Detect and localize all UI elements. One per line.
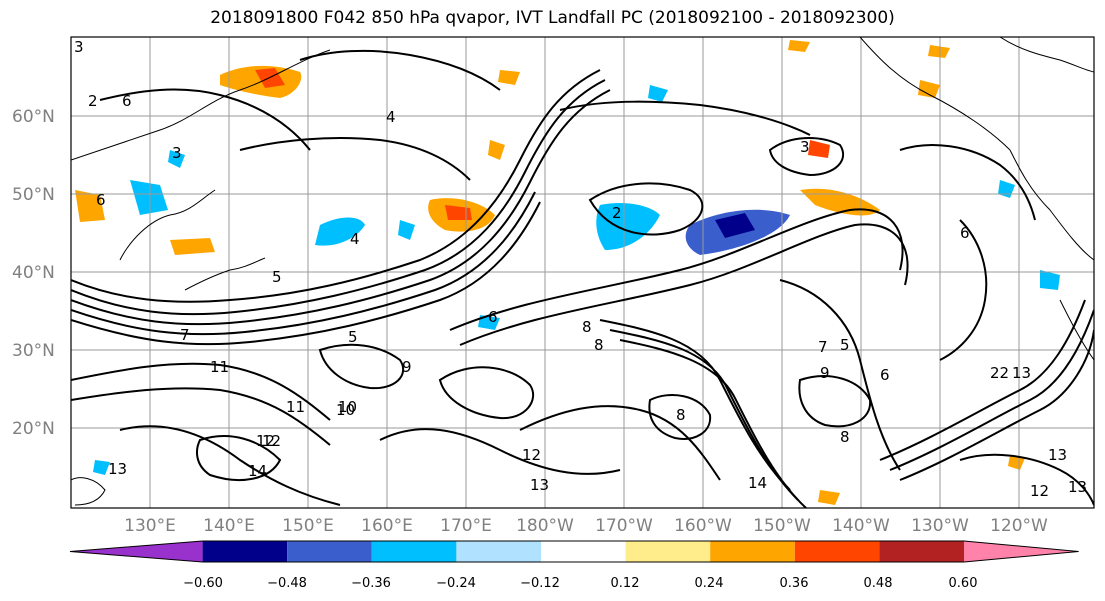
lon-label: 130°W [911, 516, 969, 536]
longitude-labels: 130°E 140°E 150°E 160°E 170°E 180°W 170°… [124, 516, 1048, 536]
contour-label: 6 [96, 191, 106, 209]
colorbar [69, 540, 1079, 563]
contour-label: 12 [522, 446, 541, 464]
map-border [70, 36, 1095, 509]
contour-label: 13 [1068, 478, 1087, 496]
colorbar-segment [710, 541, 795, 562]
lat-label: 50°N [12, 185, 55, 205]
contour-label: 4 [350, 230, 360, 248]
lon-label: 170°E [440, 516, 492, 536]
contour-label: 13 [1012, 364, 1031, 382]
colorbar-tick-label: 0.60 [949, 576, 978, 591]
colorbar-segment [879, 541, 964, 562]
lon-label: 160°E [361, 516, 413, 536]
contour-label: 9 [820, 364, 830, 382]
contour-label: 5 [348, 328, 358, 346]
contour-label: 12 [1030, 482, 1049, 500]
contour-label: 7 [180, 326, 190, 344]
lon-label: 180°W [516, 516, 574, 536]
lat-label: 20°N [12, 419, 55, 439]
colorbar-tick-label: 0.48 [864, 576, 893, 591]
contour-label: 10 [336, 401, 355, 419]
colorbar-tick-label: 0.36 [780, 576, 809, 591]
contour-lines [71, 49, 1094, 508]
contour-label: 9 [402, 358, 412, 376]
lon-label: 150°W [753, 516, 811, 536]
contour-label: 6 [488, 308, 498, 326]
contour-label: 13 [108, 460, 127, 478]
contour-label: 3 [800, 138, 810, 156]
colorbar-segment [794, 541, 880, 562]
colorbar-tick-label: −0.60 [183, 576, 223, 591]
contour-label: 13 [1048, 446, 1067, 464]
colorbar-segment [202, 541, 288, 562]
lat-label: 40°N [12, 263, 55, 283]
colorbar-segment [625, 541, 711, 562]
contour-label: 11 [286, 398, 305, 416]
contour-label: 14 [748, 474, 767, 492]
lon-label: 140°E [203, 516, 255, 536]
colorbar-tick-label: 0.12 [611, 576, 640, 591]
anomaly-shading [75, 40, 1060, 505]
contour-label: 8 [840, 428, 850, 446]
colorbar-extension-high [964, 541, 1079, 562]
colorbar-segment [287, 541, 372, 562]
colorbar-segment [541, 541, 626, 562]
lon-label: 120°W [990, 516, 1048, 536]
contour-label: 6 [960, 224, 970, 242]
map-title: 2018091800 F042 850 hPa qvapor, IVT Land… [210, 8, 895, 28]
contour-label: 6 [122, 92, 132, 110]
contour-label: 8 [594, 336, 604, 354]
lon-label: 140°W [832, 516, 890, 536]
contour-label: 5 [272, 268, 282, 286]
contour-label: 12 [262, 432, 281, 450]
colorbar-tick-label: −0.12 [520, 576, 560, 591]
colorbar-segment [456, 541, 541, 562]
colorbar-segment [371, 541, 457, 562]
contour-label: 2 [88, 92, 98, 110]
lon-label: 150°E [282, 516, 334, 536]
lat-label: 60°N [12, 107, 55, 127]
colorbar-tick-label: 0.24 [695, 576, 724, 591]
contour-label: 22 [990, 364, 1009, 382]
contour-label: 14 [248, 462, 267, 480]
colorbar-labels: −0.60 −0.48 −0.36 −0.24 −0.12 0.12 0.24 … [183, 576, 977, 591]
contour-label: 2 [612, 204, 622, 222]
contour-label: 3 [74, 38, 84, 56]
contour-label: 13 [530, 476, 549, 494]
contour-label: 7 [818, 338, 828, 356]
contour-label: 8 [676, 406, 686, 424]
contour-label: 5 [840, 336, 850, 354]
colorbar-extension-low [70, 541, 203, 562]
lon-label: 170°W [595, 516, 653, 536]
contour-label: 8 [582, 318, 592, 336]
lon-label: 160°W [674, 516, 732, 536]
lat-label: 30°N [12, 341, 55, 361]
latitude-labels: 60°N 50°N 40°N 30°N 20°N [12, 107, 55, 439]
colorbar-tick-label: −0.24 [436, 576, 476, 591]
graticule [71, 37, 1094, 508]
colorbar-outline [69, 540, 1079, 563]
coastlines [71, 37, 1094, 506]
contour-label: 12 [256, 432, 275, 450]
contour-label: 6 [880, 366, 890, 384]
colorbar-tick-label: −0.48 [267, 576, 307, 591]
colorbar-tick-label: −0.36 [351, 576, 391, 591]
contour-label: 11 [210, 358, 229, 376]
contour-label: 10 [338, 398, 357, 416]
contour-label: 3 [172, 144, 182, 162]
contour-label: 4 [386, 108, 396, 126]
lon-label: 130°E [124, 516, 176, 536]
contour-labels: 3 2 6 4 3 2 3 6 5 4 6 7 5 11 10 11 12 13… [74, 38, 1087, 500]
